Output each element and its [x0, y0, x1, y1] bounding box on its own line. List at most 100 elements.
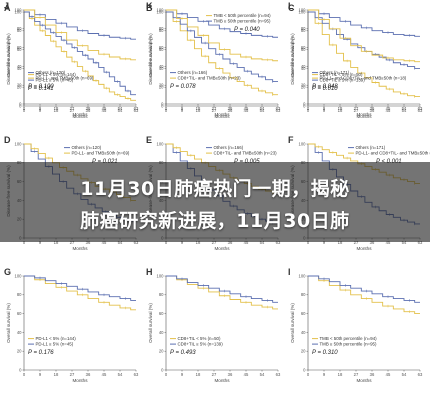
x-axis-label: Months: [72, 112, 88, 117]
x-tick-label: 18: [196, 106, 201, 111]
legend-label: CD8+TIL- and TMB≥50th (n=23): [214, 151, 278, 156]
x-tick-label: 45: [386, 108, 391, 113]
km-curve-series-1: [308, 11, 420, 98]
legend-label: TMB ≥ 50th percentile (n=95): [214, 19, 271, 24]
x-tick-label: 36: [228, 106, 233, 111]
y-tick-label: 40: [159, 66, 164, 71]
y-tick-label: 80: [17, 28, 22, 33]
x-tick-label: 45: [386, 240, 391, 245]
km-curve-series-1: [308, 275, 420, 315]
y-axis-label: Overall survival (%): [6, 37, 11, 77]
km-plot-b: B 0 20 40 60 80 100 0 9 18 27 36 45 54 63 Disease-free …: [146, 3, 281, 119]
panel-letter: C: [288, 3, 295, 13]
y-tick-label: 60: [159, 47, 164, 52]
x-tick-label: 63: [134, 106, 139, 111]
x-tick-label: 63: [418, 106, 423, 111]
y-tick-label: 100: [157, 273, 165, 278]
y-tick-label: 40: [301, 64, 306, 69]
y-tick-label: 40: [159, 330, 164, 335]
x-tick-label: 0: [23, 108, 26, 113]
legend-label: CD8+TIL < 5% (n=50): [178, 336, 221, 341]
x-tick-label: 9: [181, 106, 184, 111]
x-tick-label: 54: [260, 108, 265, 113]
x-tick-label: 0: [165, 372, 168, 377]
x-tick-label: 0: [307, 106, 310, 111]
x-axis-label: Months: [72, 246, 88, 251]
legend-label: TMB < 50th percentile (n=94): [320, 336, 378, 341]
p-value-label: P = 0.493: [170, 350, 196, 356]
y-tick-label: 80: [159, 28, 164, 33]
p-value-label: P = 0.100: [28, 84, 54, 90]
y-axis-label: Overall survival (%): [148, 37, 153, 77]
x-axis-label: Months: [214, 114, 230, 119]
x-tick-label: 63: [134, 240, 139, 245]
x-tick-label: 45: [244, 108, 249, 113]
x-tick-label: 27: [354, 108, 359, 113]
y-tick-label: 100: [299, 141, 307, 146]
y-tick-label: 0: [19, 101, 22, 106]
x-tick-label: 54: [402, 240, 407, 245]
x-tick-label: 18: [338, 240, 343, 245]
y-tick-label: 60: [17, 311, 22, 316]
x-tick-label: 27: [354, 240, 359, 245]
x-tick-label: 45: [102, 108, 107, 113]
y-tick-label: 40: [17, 64, 22, 69]
y-tick-label: 0: [19, 367, 22, 372]
km-panel-j: J 0 20 40 60 80 100 0 9 18 27 36 45 54 63 Overall survi…: [2, 0, 142, 128]
km-curve-series-1: [24, 11, 136, 101]
x-tick-label: 18: [54, 240, 59, 245]
y-tick-label: 100: [299, 9, 307, 14]
x-tick-label: 27: [212, 106, 217, 111]
legend-label: PD-L1- and CD8+TIL- and TMB≥50th (n=18): [356, 151, 430, 156]
legend-label: TMB < 50th percentile (n=94): [214, 13, 272, 18]
x-tick-label: 27: [70, 108, 75, 113]
panel-letter: A: [4, 3, 11, 13]
km-curve-series-2: [308, 9, 420, 63]
p-value-label: P = 0.310: [312, 350, 338, 356]
y-tick-label: 60: [301, 45, 306, 50]
p-value-label: P = 0.141: [28, 86, 54, 92]
x-tick-label: 18: [196, 108, 201, 113]
x-tick-label: 0: [307, 240, 310, 245]
y-tick-label: 60: [159, 311, 164, 316]
y-tick-label: 60: [301, 47, 306, 52]
x-tick-label: 9: [39, 108, 42, 113]
x-tick-label: 27: [212, 372, 217, 377]
km-panel-g: G 0 20 40 60 80 100 0 9 18 27 36 45 54 63 Overall survi…: [2, 266, 142, 394]
legend-label: Others (n=120): [36, 70, 66, 75]
x-axis-label: Months: [72, 114, 88, 119]
y-tick-label: 20: [301, 83, 306, 88]
y-tick-label: 20: [159, 349, 164, 354]
x-tick-label: 27: [354, 372, 359, 377]
km-curve-series-1: [24, 275, 136, 311]
y-tick-label: 0: [161, 103, 164, 108]
x-tick-label: 9: [181, 372, 184, 377]
x-tick-label: 0: [23, 240, 26, 245]
x-tick-label: 63: [418, 372, 423, 377]
p-value-label: P = 0.078: [170, 84, 196, 90]
panel-letter: F: [288, 135, 294, 145]
x-tick-label: 18: [196, 240, 201, 245]
y-axis-label: Disease-free survival (%): [290, 33, 295, 85]
km-curve-series-1: [24, 9, 136, 40]
x-tick-label: 36: [228, 108, 233, 113]
x-tick-label: 18: [54, 108, 59, 113]
x-tick-label: 45: [102, 240, 107, 245]
y-tick-label: 0: [303, 367, 306, 372]
x-tick-label: 54: [260, 372, 265, 377]
panel-letter: B: [146, 3, 153, 13]
legend-label: PD-L1 ≥ 5% (n=45): [36, 342, 74, 347]
x-tick-label: 54: [260, 240, 265, 245]
y-tick-label: 0: [161, 367, 164, 372]
x-tick-label: 63: [276, 106, 281, 111]
x-tick-label: 63: [134, 108, 139, 113]
x-tick-label: 36: [86, 108, 91, 113]
x-axis-label: Months: [356, 114, 372, 119]
x-tick-label: 36: [86, 372, 91, 377]
y-tick-label: 100: [299, 273, 307, 278]
x-tick-label: 27: [212, 240, 217, 245]
y-tick-label: 60: [159, 45, 164, 50]
y-tick-label: 80: [159, 26, 164, 31]
p-value-label: P = 0.010: [312, 86, 338, 92]
y-tick-label: 80: [17, 292, 22, 297]
